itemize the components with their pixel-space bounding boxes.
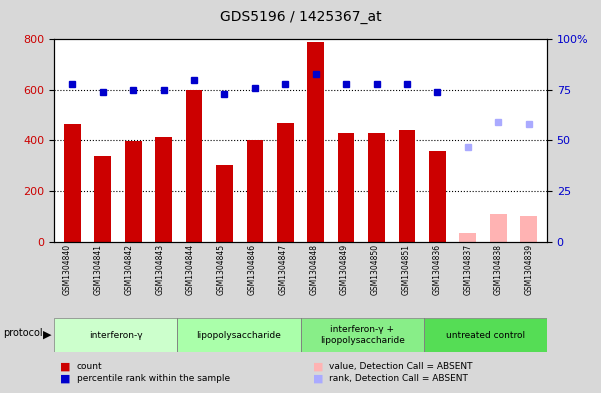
Text: rank, Detection Call = ABSENT: rank, Detection Call = ABSENT	[329, 375, 468, 383]
Text: GSM1304836: GSM1304836	[433, 244, 442, 295]
Text: GSM1304850: GSM1304850	[371, 244, 380, 295]
Text: count: count	[77, 362, 103, 371]
Text: GSM1304842: GSM1304842	[124, 244, 133, 295]
Bar	[125, 141, 142, 242]
Bar	[338, 133, 355, 242]
Text: GSM1304840: GSM1304840	[63, 244, 72, 295]
Bar	[368, 133, 385, 242]
Bar	[490, 214, 507, 242]
Bar	[307, 42, 324, 242]
Bar	[520, 217, 537, 242]
Text: ■: ■	[313, 361, 323, 371]
Bar	[246, 140, 263, 242]
Bar	[177, 318, 300, 352]
Bar	[64, 124, 81, 242]
Bar	[216, 165, 233, 242]
Text: lipopolysaccharide: lipopolysaccharide	[197, 331, 281, 340]
Bar	[398, 130, 415, 242]
Bar	[155, 137, 172, 242]
Text: GSM1304845: GSM1304845	[217, 244, 226, 295]
Text: GSM1304846: GSM1304846	[248, 244, 257, 295]
Text: GSM1304848: GSM1304848	[310, 244, 319, 295]
Text: ▶: ▶	[43, 330, 52, 340]
Text: ■: ■	[313, 374, 323, 384]
Text: GSM1304838: GSM1304838	[494, 244, 503, 295]
Text: value, Detection Call = ABSENT: value, Detection Call = ABSENT	[329, 362, 473, 371]
Text: untreated control: untreated control	[446, 331, 525, 340]
Text: GSM1304851: GSM1304851	[401, 244, 410, 295]
Bar	[277, 123, 294, 242]
Bar	[429, 151, 446, 242]
Bar	[186, 90, 203, 242]
Text: GSM1304847: GSM1304847	[278, 244, 287, 295]
Text: GSM1304849: GSM1304849	[340, 244, 349, 295]
Text: GSM1304841: GSM1304841	[94, 244, 103, 295]
Text: ■: ■	[60, 374, 70, 384]
Text: GSM1304843: GSM1304843	[155, 244, 164, 295]
Text: protocol: protocol	[3, 328, 43, 338]
Bar	[459, 233, 476, 242]
Text: GSM1304837: GSM1304837	[463, 244, 472, 295]
Text: GDS5196 / 1425367_at: GDS5196 / 1425367_at	[220, 10, 381, 24]
Text: GSM1304839: GSM1304839	[525, 244, 534, 295]
Bar	[94, 156, 111, 242]
Text: GSM1304844: GSM1304844	[186, 244, 195, 295]
Bar	[424, 318, 547, 352]
Text: interferon-γ: interferon-γ	[89, 331, 142, 340]
Text: interferon-γ +
lipopolysaccharide: interferon-γ + lipopolysaccharide	[320, 325, 404, 345]
Bar	[54, 318, 177, 352]
Text: percentile rank within the sample: percentile rank within the sample	[77, 375, 230, 383]
Bar	[300, 318, 424, 352]
Text: ■: ■	[60, 361, 70, 371]
